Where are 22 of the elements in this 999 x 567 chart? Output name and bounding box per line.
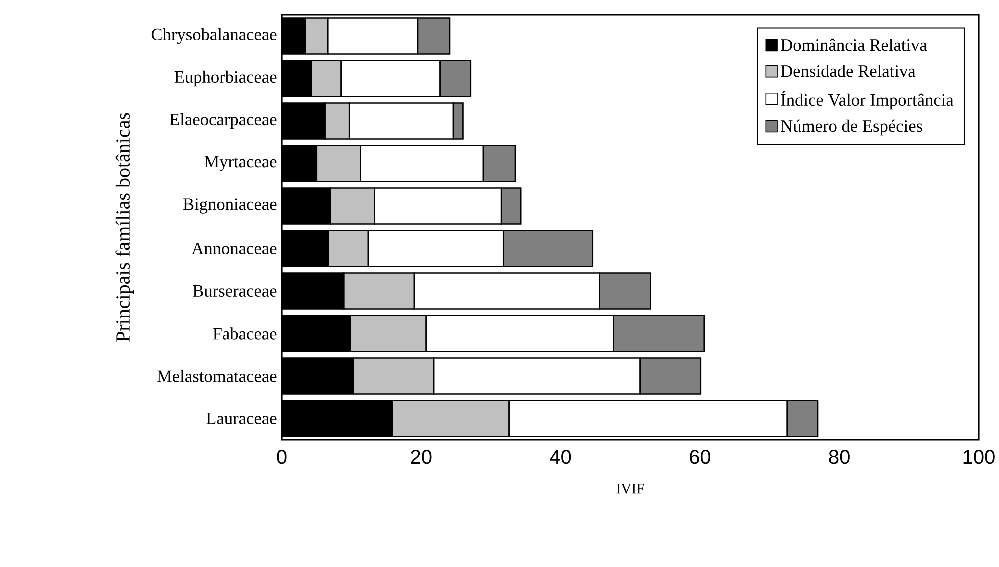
legend-label: Número de Espécies — [781, 120, 922, 136]
y-tick-label: Fabaceae — [213, 328, 277, 340]
y-tick-label: Annonaceae — [192, 242, 277, 255]
x-tick-label: 20 — [411, 450, 432, 464]
x-tick-label: 60 — [690, 450, 711, 464]
x-axis-title: IVIF — [616, 484, 644, 494]
y-tick-label: Burseraceae — [193, 285, 277, 297]
x-tick-label: 80 — [829, 450, 850, 464]
y-tick-label: Euphorbiaceae — [174, 70, 277, 87]
y-tick-label: Bignoniaceae — [183, 198, 277, 214]
y-tick-label: Melastomataceae — [158, 370, 277, 382]
legend-label: Densidade Relativa — [781, 65, 916, 78]
y-axis-title: Principais famílias botânicas — [116, 113, 134, 342]
x-tick-label: 0 — [277, 450, 287, 464]
y-tick-label: Lauraceae — [206, 412, 277, 424]
y-tick-label: Elaeocarpaceae — [170, 113, 277, 130]
y-tick-label: Myrtaceae — [204, 156, 277, 172]
legend-label: Dominância Relativa — [781, 38, 928, 52]
x-tick-label: 100 — [964, 450, 995, 464]
x-tick-label: 40 — [550, 450, 572, 464]
y-tick-label: Chrysobalanaceae — [152, 28, 277, 44]
legend-label: Índice Valor Importância — [781, 91, 954, 110]
